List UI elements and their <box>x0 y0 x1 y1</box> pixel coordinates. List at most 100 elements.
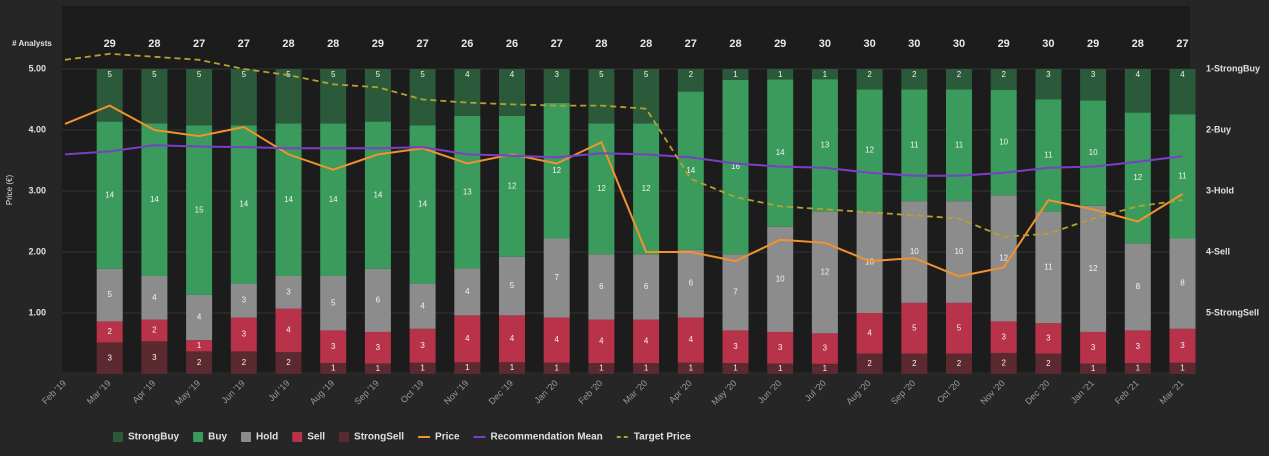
bar-segment <box>364 121 391 269</box>
bar-segment <box>767 69 794 80</box>
segment-label: 4 <box>465 70 470 79</box>
segment-label: 1 <box>778 364 783 373</box>
bar-segment <box>722 254 749 331</box>
segment-label: 10 <box>955 247 964 256</box>
segment-label: 14 <box>239 200 248 209</box>
analyst-count: 30 <box>863 38 875 50</box>
bar-segment <box>767 363 794 374</box>
bar-segment <box>543 69 570 103</box>
segment-label: 2 <box>912 70 917 79</box>
segment-label: 2 <box>1001 70 1006 79</box>
analyst-count: 29 <box>774 38 786 50</box>
segment-label: 12 <box>552 166 561 175</box>
segment-label: 2 <box>286 358 291 367</box>
segment-label: 3 <box>242 330 247 339</box>
segment-label: 10 <box>776 274 785 283</box>
segment-label: 3 <box>331 342 336 351</box>
bar-segment <box>856 69 883 90</box>
segment-label: 8 <box>1136 282 1141 291</box>
segment-label: 1 <box>733 364 738 373</box>
segment-label: 14 <box>373 190 382 199</box>
bar-segment <box>454 268 481 316</box>
x-tick-label: Feb '21 <box>1113 378 1141 406</box>
bar-segment <box>141 319 168 342</box>
analyst-count: 30 <box>819 38 831 50</box>
bar-segment <box>230 317 257 352</box>
bar-segment <box>499 315 525 363</box>
segment-label: 5 <box>331 298 336 307</box>
segment-label: 10 <box>1089 148 1098 157</box>
legend-label: Target Price <box>634 432 691 443</box>
segment-label: 6 <box>376 295 381 304</box>
bar-segment <box>901 69 928 90</box>
segment-label: 2 <box>152 326 157 335</box>
bar-segment <box>633 254 660 320</box>
segment-label: 1 <box>331 364 336 373</box>
bar-segment <box>990 321 1017 353</box>
bar-segment <box>1124 330 1151 364</box>
y-tick-label: 2.00 <box>28 246 46 256</box>
segment-label: 4 <box>510 334 515 343</box>
x-tick-label: Mar '20 <box>621 378 649 406</box>
segment-label: 1 <box>599 364 604 373</box>
segment-label: 1 <box>420 363 425 372</box>
bar-segment <box>1080 69 1107 101</box>
segment-label: 5 <box>197 70 202 79</box>
bar-segment <box>320 69 347 124</box>
segment-label: 4 <box>599 336 604 345</box>
bar-segment <box>1124 243 1151 331</box>
x-tick-label: Feb '19 <box>40 378 68 406</box>
analyst-count: 30 <box>953 38 965 50</box>
x-tick-label: Aug '20 <box>844 378 872 406</box>
x-tick-label: Dec '19 <box>487 378 515 406</box>
bar-segment <box>364 69 391 122</box>
segment-label: 5 <box>420 70 425 79</box>
bar-segment <box>1080 205 1107 332</box>
segment-label: 5 <box>242 70 247 79</box>
segment-label: 4 <box>465 287 470 296</box>
x-tick-label: Jul '20 <box>803 378 828 403</box>
segment-label: 2 <box>957 70 962 79</box>
segment-label: 1 <box>778 70 783 79</box>
segment-label: 1 <box>197 341 202 350</box>
bar-segment <box>454 115 481 269</box>
segment-label: 12 <box>1089 264 1098 273</box>
bar-segment <box>677 362 704 374</box>
bar-segment <box>186 69 213 126</box>
y2-tick-label: 1-StrongBuy <box>1206 63 1260 73</box>
analysts-label: # Analysts <box>12 39 52 48</box>
segment-label: 3 <box>242 296 247 305</box>
segment-label: 5 <box>107 70 112 79</box>
bar-segment <box>275 69 302 124</box>
legend-swatch <box>339 432 350 442</box>
segment-label: 4 <box>465 334 470 343</box>
segment-label: 14 <box>105 190 114 199</box>
line-7 <box>64 52 1183 238</box>
segment-label: 3 <box>1001 332 1006 341</box>
legend-swatch <box>241 432 252 442</box>
segment-label: 12 <box>642 184 651 193</box>
bar-segment <box>901 89 928 202</box>
bar-segment <box>543 102 570 239</box>
x-tick-label: Oct '19 <box>399 378 426 405</box>
segment-label: 4 <box>554 335 559 344</box>
segment-label: 4 <box>152 293 157 302</box>
bar-segment <box>856 89 883 212</box>
segment-label: 14 <box>284 195 293 204</box>
legend-label: StrongBuy <box>128 432 180 443</box>
x-tick-label: Nov '19 <box>442 378 470 406</box>
segment-label: 7 <box>733 287 738 296</box>
bar-segment <box>320 363 347 374</box>
segment-label: 4 <box>510 70 515 79</box>
segment-label: 3 <box>1180 341 1185 350</box>
segment-label: 3 <box>554 70 559 79</box>
segment-label: 1 <box>644 364 649 373</box>
segment-label: 4 <box>1180 70 1185 79</box>
bar-segment <box>186 125 213 295</box>
segment-label: 2 <box>242 358 247 367</box>
x-tick-label: Jun '19 <box>219 378 246 405</box>
bar-segment <box>722 330 749 364</box>
segment-label: 5 <box>957 323 962 332</box>
bar-segment <box>946 89 972 202</box>
segment-label: 3 <box>1091 343 1096 352</box>
